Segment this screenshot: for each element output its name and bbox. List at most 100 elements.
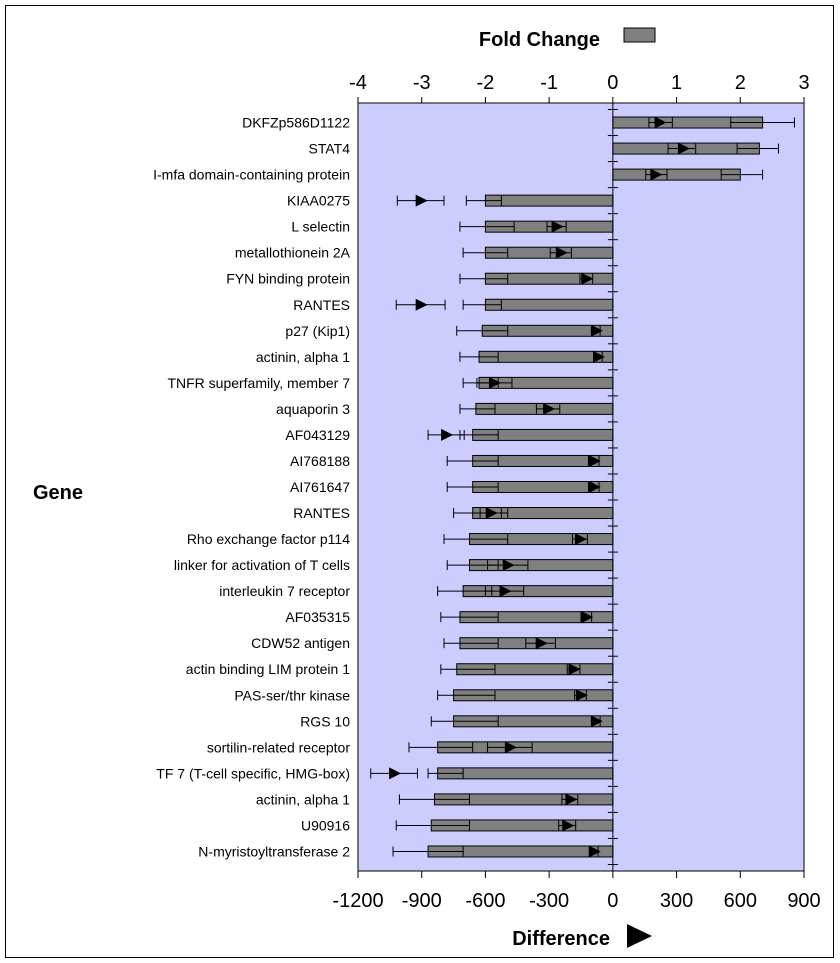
gene-row: p27 (Kip1) <box>285 323 614 339</box>
gene-label: STAT4 <box>309 141 351 157</box>
gene-label: interleukin 7 receptor <box>219 583 350 599</box>
fold-change-bar <box>478 350 614 363</box>
axes: -4 -3 -2 -1 0 1 2 3 -1200 -900 -600 -300 0 300 600 900 <box>332 72 820 912</box>
fold-change-legend-swatch <box>623 27 656 43</box>
fold-change-bar <box>484 194 614 207</box>
gene-row: interleukin 7 receptor <box>219 583 614 599</box>
difference-marker <box>592 350 605 363</box>
gene-label: KIAA0275 <box>287 193 350 209</box>
difference-axis-tick-label: -1200 <box>332 890 383 912</box>
gene-label: AF043129 <box>285 427 350 443</box>
gene-label: CDW52 antigen <box>251 635 350 651</box>
gene-rows: DKFZp586D1122 STAT4 I-mfa domain-containin… <box>153 115 795 859</box>
fold-axis-tick-label: -2 <box>477 72 495 94</box>
difference-marker <box>581 611 594 624</box>
difference-marker <box>677 142 690 155</box>
difference-legend-arrow-icon <box>627 924 652 948</box>
fold-change-axis-title: Fold Change <box>479 29 600 51</box>
gene-row: I-mfa domain-containing protein <box>153 167 764 183</box>
difference-marker <box>485 507 498 520</box>
difference-marker <box>504 741 517 754</box>
gene-label: PAS-ser/thr kinase <box>234 687 350 703</box>
difference-marker <box>574 533 587 546</box>
gene-row: PAS-ser/thr kinase <box>234 687 614 703</box>
gene-row: TF 7 (T-cell specific, HMG-box) <box>156 765 614 781</box>
difference-marker <box>441 428 454 441</box>
difference-marker <box>543 402 556 415</box>
difference-marker <box>565 793 578 806</box>
fold-axis-tick-label: 0 <box>607 72 618 94</box>
gene-row: U90916 <box>301 817 614 833</box>
difference-marker <box>502 559 515 572</box>
difference-marker <box>588 454 601 467</box>
difference-marker <box>588 845 601 858</box>
fold-axis-tick-label: 3 <box>798 72 809 94</box>
gene-row: linker for activation of T cells <box>174 557 614 573</box>
difference-marker <box>654 116 667 129</box>
gene-row: DKFZp586D1122 <box>242 115 795 131</box>
gene-label: sortilin-related receptor <box>207 739 351 755</box>
fold-change-bar <box>484 298 614 311</box>
gene-label: linker for activation of T cells <box>174 557 350 573</box>
gene-label: RANTES <box>293 505 350 521</box>
fold-axis-tick-label: 1 <box>671 72 682 94</box>
difference-marker <box>389 767 402 780</box>
fold-axis-tick-label: 2 <box>735 72 746 94</box>
difference-axis-tick-label: -600 <box>465 890 505 912</box>
gene-axis-title: Gene <box>33 482 83 504</box>
difference-marker <box>576 689 588 702</box>
difference-marker <box>588 481 601 493</box>
difference-axis-tick-label: 300 <box>660 890 693 912</box>
difference-axis-tick-label: 0 <box>607 890 618 912</box>
difference-marker <box>551 220 564 233</box>
gene-label: N-myristoyltransferase 2 <box>198 843 350 859</box>
gene-row: RANTES <box>293 297 614 313</box>
difference-axis-tick-label: 600 <box>724 890 757 912</box>
difference-marker <box>415 194 428 207</box>
gene-label: TNFR superfamily, member 7 <box>167 375 350 391</box>
gene-label: RANTES <box>293 297 350 313</box>
gene-label: DKFZp586D1122 <box>242 115 350 131</box>
difference-marker <box>568 663 581 676</box>
fold-axis-tick-label: -1 <box>540 72 558 94</box>
gene-label: FYN binding protein <box>226 271 350 287</box>
gene-label: p27 (Kip1) <box>285 323 350 339</box>
gene-row: KIAA0275 <box>287 193 614 209</box>
difference-marker <box>581 272 594 285</box>
gene-row: aquaporin 3 <box>276 401 614 417</box>
gene-label: AI761647 <box>290 479 350 495</box>
gene-row: actinin, alpha 1 <box>256 791 614 807</box>
gene-label: Rho exchange factor p114 <box>187 531 350 547</box>
gene-label: metallothionein 2A <box>235 245 351 261</box>
gene-row: actinin, alpha 1 <box>256 349 614 365</box>
gene-label: actinin, alpha 1 <box>256 349 350 365</box>
gene-label: actin binding LIM protein 1 <box>186 661 350 677</box>
gene-row: AF043129 <box>285 427 614 443</box>
gene-label: AF035315 <box>285 609 350 625</box>
gene-row: AI761647 <box>290 479 614 495</box>
difference-axis-tick-label: 900 <box>787 890 820 912</box>
gene-row: TNFR superfamily, member 7 <box>167 375 614 391</box>
difference-marker <box>562 819 575 832</box>
difference-marker <box>535 637 548 650</box>
difference-marker <box>590 715 603 728</box>
gene-label: I-mfa domain-containing protein <box>153 167 350 183</box>
fold-axis-tick-label: -4 <box>349 72 367 94</box>
gene-row: RGS 10 <box>300 713 614 729</box>
difference-marker <box>488 376 501 389</box>
difference-marker <box>499 585 512 598</box>
gene-label: AI768188 <box>290 453 350 469</box>
gene-label: L selectin <box>291 219 350 235</box>
difference-marker <box>555 246 568 259</box>
chart-frame <box>5 5 834 958</box>
gene-label: TF 7 (T-cell specific, HMG-box) <box>156 765 350 781</box>
gene-label: aquaporin 3 <box>276 401 350 417</box>
fold-change-bar <box>437 767 614 780</box>
fold-axis-tick-label: -3 <box>413 72 431 94</box>
gene-label: RGS 10 <box>300 713 350 729</box>
gene-row: Rho exchange factor p114 <box>187 531 614 547</box>
difference-marker <box>590 324 603 337</box>
difference-axis-tick-label: -300 <box>529 890 569 912</box>
gene-label: U90916 <box>301 817 350 833</box>
gene-label: actinin, alpha 1 <box>256 791 350 807</box>
